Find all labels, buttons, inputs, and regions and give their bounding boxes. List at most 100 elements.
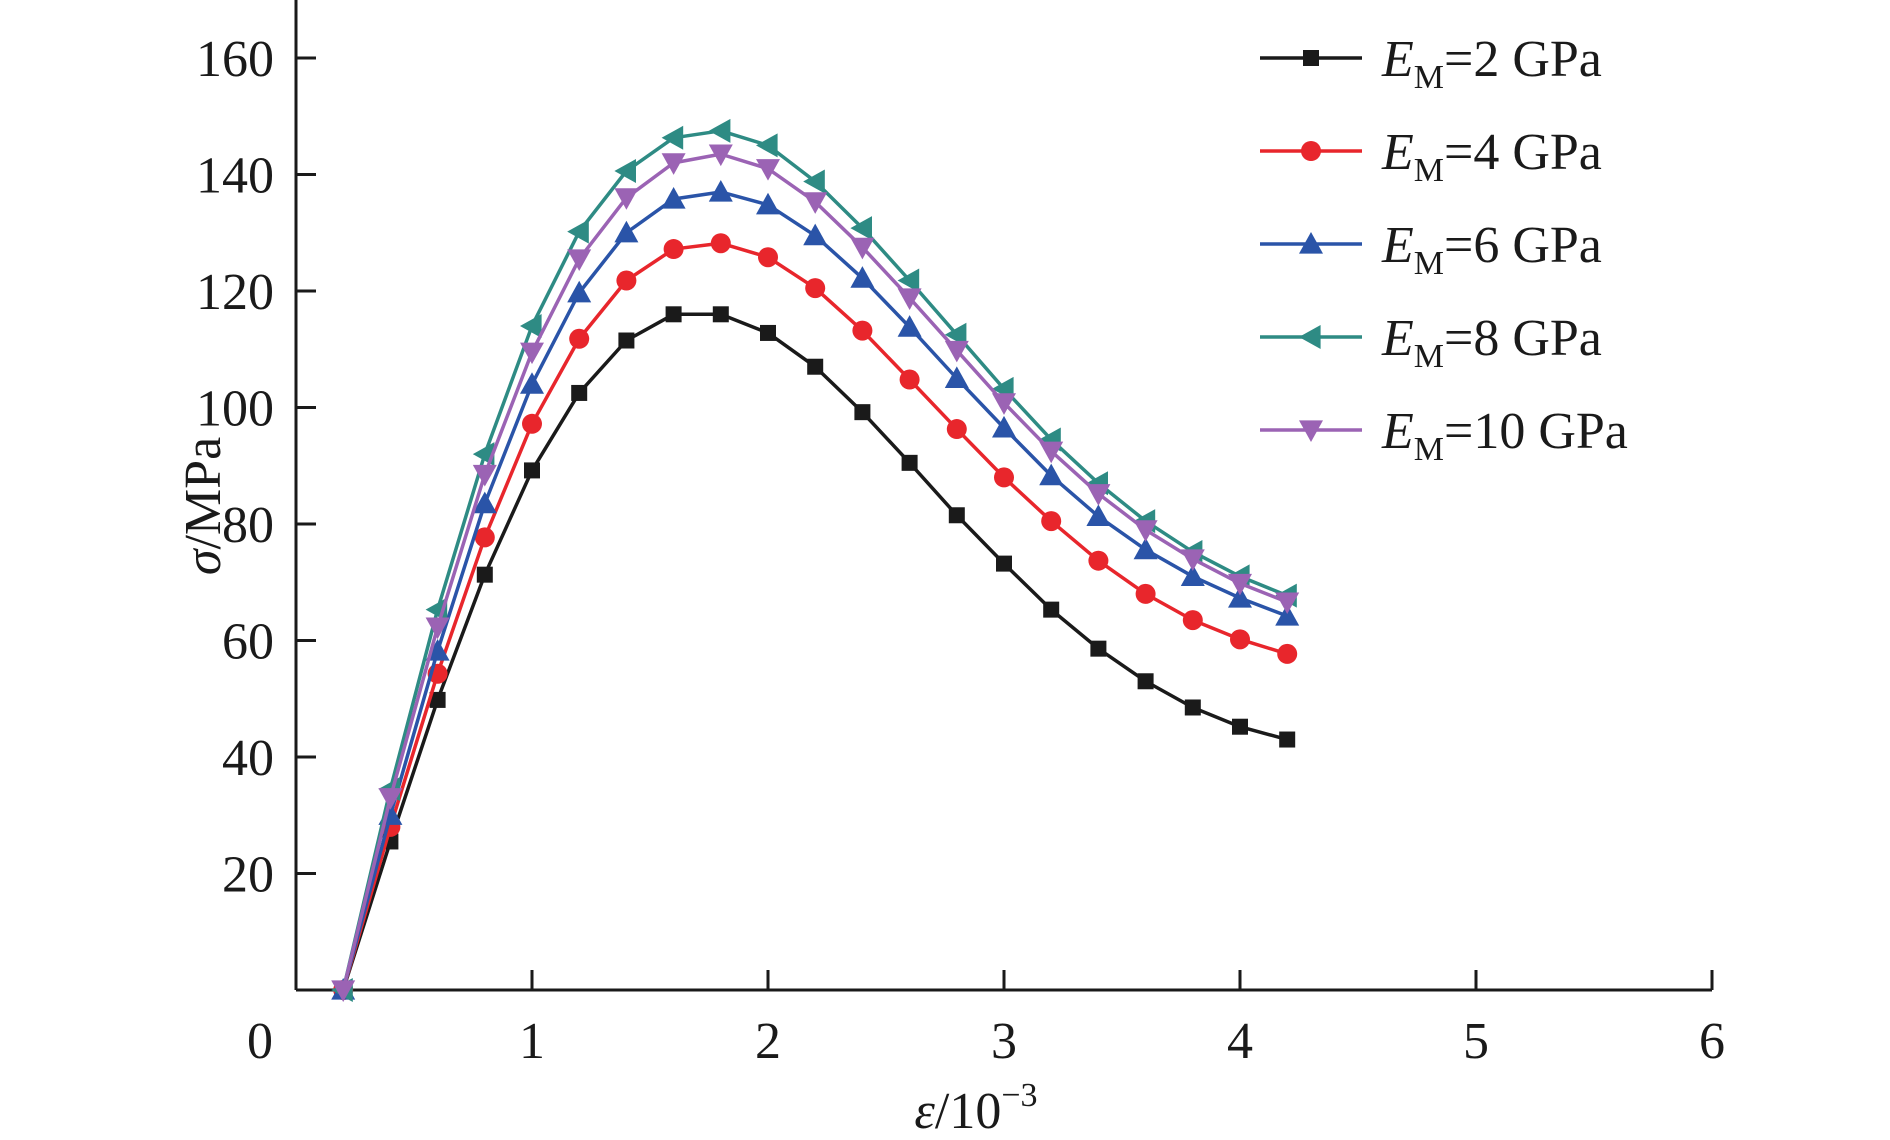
ticks: 0 1 2 3 4 5 6 20 40 60 80 100 120 140 160 xyxy=(196,31,1725,1070)
data-point xyxy=(944,340,969,363)
data-point xyxy=(854,404,871,421)
data-point xyxy=(567,249,592,271)
data-point xyxy=(665,306,682,323)
legend-swatch-marker xyxy=(1299,232,1323,254)
y-axis-title-unit: /MPa xyxy=(175,437,232,550)
x-tick-label: 5 xyxy=(1463,1013,1489,1070)
data-point xyxy=(472,491,497,514)
data-point xyxy=(661,186,686,209)
data-point xyxy=(1086,484,1111,506)
data-point xyxy=(614,159,636,184)
legend-swatch-marker xyxy=(1301,141,1321,161)
data-point xyxy=(1230,629,1250,650)
data-point xyxy=(712,306,729,323)
data-point xyxy=(996,555,1012,572)
data-point xyxy=(850,237,875,260)
legend-label: EM=6 GPa xyxy=(1381,217,1602,282)
legend-label-symbol: E xyxy=(1381,217,1414,274)
data-point xyxy=(992,415,1016,438)
data-point xyxy=(476,566,493,583)
series-line xyxy=(341,129,1288,991)
data-point xyxy=(805,278,826,299)
data-point xyxy=(948,507,965,524)
data-point xyxy=(1043,601,1060,618)
data-point xyxy=(852,320,873,341)
data-point xyxy=(708,118,731,143)
data-point xyxy=(614,220,639,243)
data-point xyxy=(899,369,920,390)
series-1 xyxy=(333,233,1298,1000)
legend-label-symbol: E xyxy=(1381,403,1414,460)
data-point xyxy=(1277,643,1298,664)
data-point xyxy=(756,133,778,158)
data-point xyxy=(850,216,872,241)
x-tick-label: 4 xyxy=(1227,1013,1253,1070)
data-point xyxy=(1086,504,1111,527)
data-point xyxy=(946,419,967,440)
legend-label-symbol: E xyxy=(1381,31,1414,88)
data-point xyxy=(994,467,1014,488)
data-point xyxy=(524,462,540,479)
legend-entry: EM=4 GPa xyxy=(1260,124,1602,189)
data-point xyxy=(944,366,969,388)
series-2 xyxy=(331,179,1300,1000)
data-point xyxy=(1228,585,1252,608)
legend-label-subscript: M xyxy=(1414,338,1444,375)
x-tick-label: 2 xyxy=(755,1013,781,1070)
data-point xyxy=(474,527,495,548)
data-point xyxy=(1232,718,1248,735)
y-tick-label: 120 xyxy=(196,264,274,321)
series-line xyxy=(341,312,1288,991)
legend-label: EM=2 GPa xyxy=(1381,31,1602,96)
legend-label: EM=10 GPa xyxy=(1381,403,1628,468)
legend-swatch-marker xyxy=(1299,325,1321,349)
data-point xyxy=(756,159,780,181)
legend-label-symbol: E xyxy=(1381,124,1414,181)
data-point xyxy=(661,125,684,150)
legend-label-value: =8 GPa xyxy=(1444,310,1602,367)
y-tick-label: 140 xyxy=(196,148,274,205)
y-tick-label: 160 xyxy=(196,31,274,88)
y-axis-title-variable: σ xyxy=(175,547,232,575)
legend-label-value: =2 GPa xyxy=(1444,31,1602,88)
data-point xyxy=(614,188,639,210)
legend-label-subscript: M xyxy=(1414,152,1444,189)
data-point xyxy=(1275,604,1300,626)
data-point xyxy=(760,324,776,341)
legend-label: EM=8 GPa xyxy=(1381,310,1602,375)
data-point xyxy=(567,280,592,303)
data-point xyxy=(425,617,450,640)
legend-swatch-marker xyxy=(1299,420,1323,442)
data-point xyxy=(1039,463,1064,486)
legend-entry: EM=6 GPa xyxy=(1260,217,1602,282)
data-point xyxy=(1090,640,1107,657)
x-tick-label: 0 xyxy=(247,1013,273,1070)
series-line xyxy=(341,241,1288,991)
data-point xyxy=(429,691,446,708)
data-point xyxy=(758,247,778,268)
x-tick-label: 1 xyxy=(519,1013,545,1070)
legend-swatch-marker xyxy=(1303,50,1319,66)
legend-label-subscript: M xyxy=(1414,431,1444,468)
data-point xyxy=(1184,699,1201,716)
series-layer xyxy=(331,118,1300,1002)
data-point xyxy=(1088,550,1109,571)
legend-label-value: =4 GPa xyxy=(1444,124,1602,181)
data-point xyxy=(1135,583,1156,604)
series-0 xyxy=(335,306,1296,998)
x-axis-title-unit: /10 xyxy=(935,1083,1001,1140)
data-point xyxy=(1180,564,1205,587)
data-point xyxy=(331,980,356,1002)
y-tick-label: 60 xyxy=(222,614,274,671)
data-point xyxy=(1228,573,1252,596)
data-point xyxy=(897,288,922,310)
data-point xyxy=(992,393,1016,415)
data-point xyxy=(897,268,920,293)
data-point xyxy=(1039,441,1064,464)
y-tick-label: 20 xyxy=(222,847,274,904)
x-axis-title: ε/10−3 xyxy=(914,1077,1037,1140)
data-point xyxy=(378,788,403,810)
data-point xyxy=(756,192,780,215)
data-point xyxy=(803,223,828,246)
